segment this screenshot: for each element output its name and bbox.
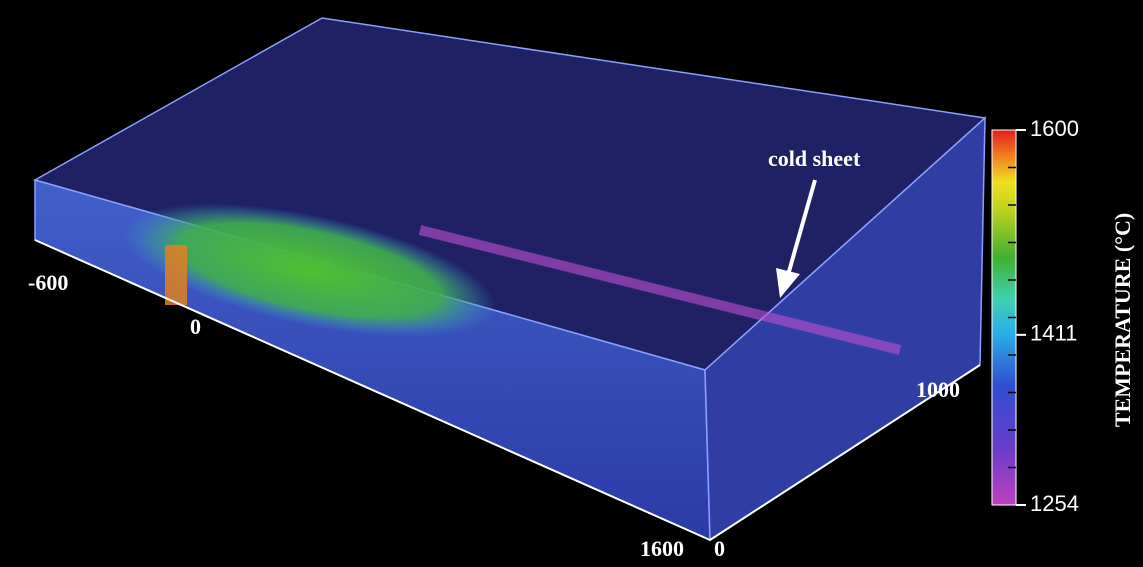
arrow bbox=[776, 179, 817, 298]
axis-label: -600 bbox=[28, 270, 68, 295]
axis-label: 1000 bbox=[916, 377, 960, 402]
colorbar-title: TEMPERATURE (°C) bbox=[1110, 213, 1135, 427]
tick-label: 1254 bbox=[1030, 491, 1079, 516]
annotation: cold sheet bbox=[768, 146, 861, 171]
tick-label: 1411 bbox=[1030, 321, 1077, 346]
tick-label: 1600 bbox=[1030, 116, 1079, 141]
volume bbox=[33, 17, 987, 542]
colorbar-ticks: 1600 1411 1254 bbox=[1008, 116, 1079, 516]
axis-label: 1600 bbox=[640, 536, 684, 561]
axis-label: 0 bbox=[714, 536, 725, 561]
axis-label: 0 bbox=[190, 314, 201, 339]
axis-labels: -600 0 1600 0 1000 bbox=[28, 270, 960, 561]
